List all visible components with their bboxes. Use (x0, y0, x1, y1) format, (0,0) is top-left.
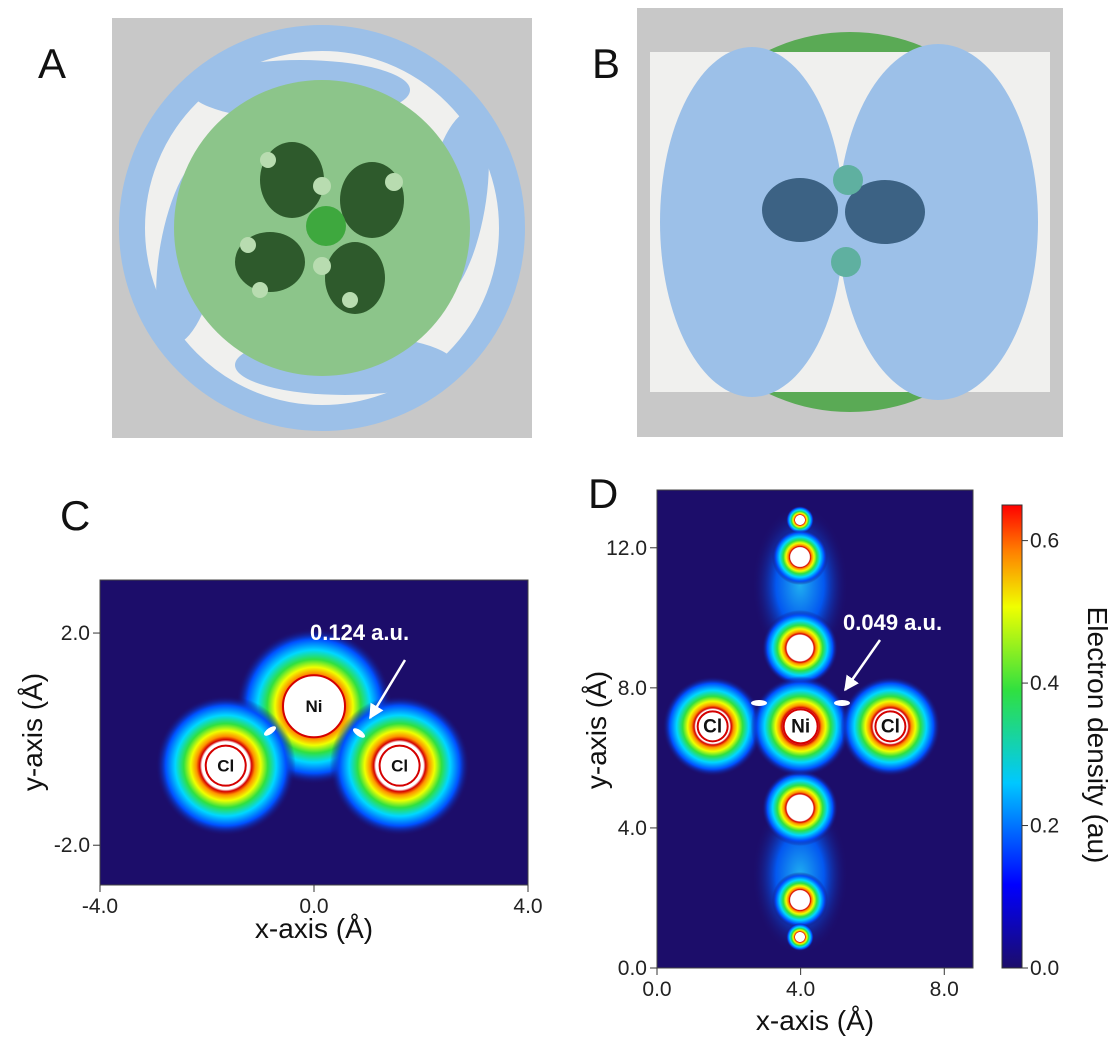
panel-a-render (112, 18, 532, 438)
atom-core (782, 708, 819, 745)
x-tick-label: -4.0 (82, 895, 118, 918)
y-tick-label: 4.0 (618, 817, 647, 840)
colorbar-tick-label: 0.6 (1030, 530, 1059, 553)
arrow (843, 639, 882, 692)
atom-label: Cl (703, 716, 722, 737)
plot-frame (656, 489, 974, 969)
atom-label: Ni (306, 697, 323, 716)
x-tick-label: 4.0 (786, 978, 815, 1001)
atom-label: Ni (791, 716, 810, 737)
x-axis-label: x-axis (Å) (255, 913, 373, 944)
colorbar-label: Electron density (au) (1082, 607, 1110, 864)
panel-b-render (637, 8, 1063, 437)
x-tick-label: 4.0 (513, 895, 542, 918)
annotation: 0.124 a.u. (310, 620, 409, 645)
panel-label: C (60, 492, 90, 539)
atom-label: Cl (217, 757, 234, 776)
x-tick-label: 8.0 (930, 978, 959, 1001)
y-tick-label: 12.0 (606, 537, 647, 560)
y-tick-label: 2.0 (61, 622, 90, 645)
colorbar-tick-label: 0.0 (1030, 957, 1059, 980)
annotation: 0.049 a.u. (843, 610, 942, 635)
atom-core (696, 710, 729, 743)
colorbar-tick-label: 0.4 (1030, 672, 1060, 695)
y-axis-label: y-axis (Å) (581, 671, 612, 789)
colorbar-tick-label: 0.2 (1030, 815, 1059, 838)
atom-core (874, 710, 907, 743)
y-axis-label: y-axis (Å) (17, 673, 48, 791)
x-tick-label: 0.0 (299, 895, 328, 918)
panel-label: D (588, 470, 618, 517)
x-tick-label: 0.0 (642, 978, 671, 1001)
panel-label: B (592, 40, 620, 87)
atom-core (282, 674, 346, 739)
y-tick-label: 8.0 (618, 677, 647, 700)
atom-label: Cl (881, 716, 900, 737)
bond-points (751, 700, 850, 706)
atom-label: Cl (391, 757, 408, 776)
y-tick-label: -2.0 (54, 834, 90, 857)
colorbar (1001, 504, 1023, 969)
y-tick-label: 0.0 (618, 957, 647, 980)
atom-core (204, 744, 247, 787)
arrow (368, 659, 407, 720)
x-axis-label: x-axis (Å) (756, 1005, 874, 1036)
panel-label: A (38, 40, 66, 87)
atom-core (378, 744, 421, 787)
bond-points (264, 726, 365, 738)
